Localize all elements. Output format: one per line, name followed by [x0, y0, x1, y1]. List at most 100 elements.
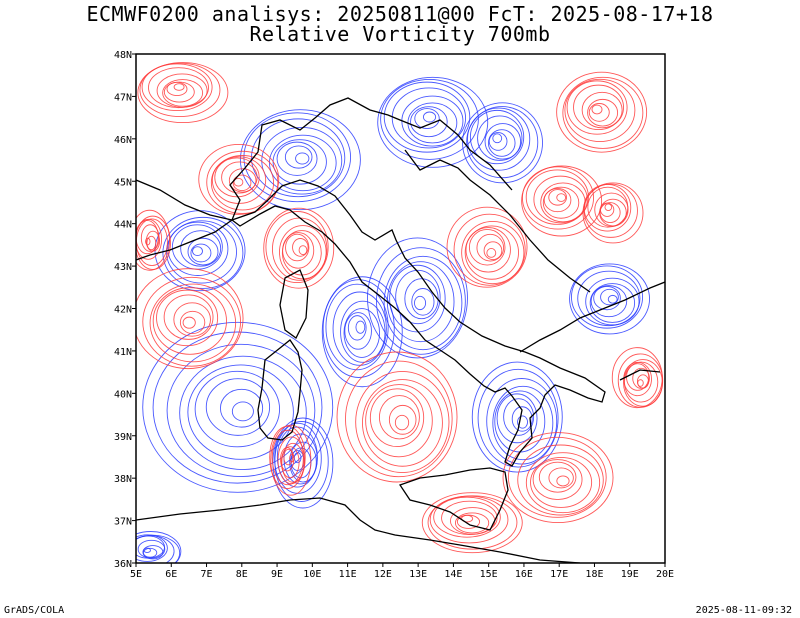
lon-label: 18E [585, 569, 603, 580]
negative-vorticity-contour [152, 331, 323, 484]
positive-vorticity-contour [566, 80, 628, 135]
positive-vorticity-contour [525, 452, 601, 514]
positive-vorticity-contour [148, 67, 209, 109]
negative-vorticity-contour [355, 320, 366, 334]
negative-vorticity-contour [136, 534, 168, 562]
positive-vorticity-contour [433, 496, 501, 538]
positive-vorticity-contour [532, 459, 583, 500]
lon-label: 8E [236, 569, 248, 580]
negative-vorticity-contour [340, 300, 386, 363]
positive-vorticity-contour [336, 351, 458, 483]
negative-vorticity-contour [347, 315, 367, 341]
positive-vorticity-contour [538, 461, 577, 493]
positive-vorticity-contour [548, 189, 568, 206]
positive-vorticity-contour [486, 248, 497, 258]
negative-vorticity-contour [367, 237, 468, 359]
negative-vorticity-contour [269, 134, 337, 192]
lon-label: 16E [515, 569, 533, 580]
contour-field [136, 54, 665, 563]
negative-vorticity-contour [284, 145, 313, 169]
negative-vorticity-contour [261, 126, 343, 195]
positive-vorticity-contour [146, 235, 157, 251]
positive-vorticity-contour [468, 229, 506, 266]
positive-vorticity-contour [140, 224, 160, 252]
negative-vorticity-contour [167, 221, 229, 276]
positive-vorticity-contour [233, 177, 244, 187]
positive-vorticity-contour [173, 83, 185, 91]
positive-vorticity-contour [604, 203, 613, 212]
negative-vorticity-contour [600, 288, 619, 306]
lat-label: 37N [114, 517, 132, 528]
positive-vorticity-contour [483, 241, 503, 260]
positive-vorticity-contour [461, 220, 525, 285]
positive-vorticity-contour [388, 404, 417, 435]
positive-vorticity-contour [453, 213, 526, 286]
positive-vorticity-contour [285, 233, 310, 262]
coastlines [136, 97, 665, 563]
positive-vorticity-contour [502, 432, 614, 524]
negative-vorticity-contour [593, 285, 621, 311]
positive-vorticity-contour [221, 161, 258, 194]
footer-right-timestamp: 2025-08-11-09:32 [695, 605, 792, 616]
negative-vorticity-contour [492, 385, 554, 461]
positive-vorticity-contour [591, 104, 603, 115]
positive-vorticity-contour [270, 424, 312, 496]
negative-vorticity-contour [274, 421, 329, 502]
negative-vorticity-contour [376, 247, 466, 355]
negative-vorticity-contour [517, 415, 529, 429]
negative-vorticity-contour [467, 107, 531, 171]
positive-vorticity-contour [454, 512, 490, 534]
positive-vorticity-contour [162, 79, 204, 107]
positive-vorticity-contour [136, 268, 244, 370]
positive-vorticity-contour [214, 157, 260, 198]
positive-vorticity-contour [530, 456, 593, 508]
positive-vorticity-contour [355, 370, 450, 473]
positive-vorticity-contour [152, 287, 227, 355]
lon-label: 6E [165, 569, 177, 580]
negative-vorticity-contour [503, 398, 535, 436]
positive-vorticity-contour [179, 310, 206, 334]
positive-vorticity-contour [142, 276, 242, 367]
lon-label: 19E [621, 569, 639, 580]
positive-vorticity-contour [173, 302, 211, 337]
positive-vorticity-contour [269, 425, 306, 489]
negative-vorticity-contour [325, 283, 389, 371]
negative-vorticity-contour [486, 378, 558, 465]
positive-vorticity-contour [583, 183, 638, 238]
negative-vorticity-contour [187, 237, 219, 266]
negative-vorticity-contour [585, 277, 640, 326]
positive-vorticity-contour [573, 84, 624, 131]
positive-vorticity-contour [136, 209, 171, 271]
negative-vorticity-contour [477, 115, 523, 161]
positive-vorticity-contour [446, 206, 528, 288]
negative-vorticity-contour [166, 343, 316, 478]
negative-vorticity-contour [251, 118, 346, 198]
negative-vorticity-contour [194, 370, 281, 448]
positive-vorticity-contour [369, 388, 425, 448]
negative-vorticity-contour [322, 279, 395, 378]
positive-vorticity-contour [562, 76, 644, 149]
positive-vorticity-contour [464, 225, 519, 280]
positive-vorticity-contour [525, 169, 589, 225]
positive-vorticity-contour [156, 289, 219, 347]
lat-label: 46N [114, 135, 132, 146]
positive-vorticity-contour [163, 81, 195, 103]
latitude-labels: 36N 37N 38N 39N 40N 41N 42N 43N 44N 45N 46N 47N 48N [114, 50, 132, 570]
negative-vorticity-contour [332, 291, 387, 366]
lat-label: 44N [114, 220, 132, 231]
longitude-labels: 5E 6E 7E 8E 9E 10E 11E 12E 13E 14E 15E 16E 17E 18E 19E… [130, 569, 674, 580]
negative-vorticity-contour [179, 355, 307, 470]
positive-vorticity-contour [182, 316, 196, 329]
negative-vorticity-contour [377, 76, 489, 168]
positive-vorticity-contour [427, 495, 518, 550]
negative-vorticity-contour [142, 321, 334, 493]
positive-vorticity-contour [507, 436, 607, 518]
positive-vorticity-contour [163, 294, 214, 340]
positive-vorticity-contour [136, 215, 171, 270]
positive-vorticity-contour [139, 62, 221, 117]
negative-vorticity-contour [411, 288, 435, 316]
negative-vorticity-contour [488, 132, 508, 151]
lat-label: 39N [114, 432, 132, 443]
positive-vorticity-contour [548, 467, 574, 489]
title-line-2: Relative Vorticity 700mb [249, 22, 551, 46]
